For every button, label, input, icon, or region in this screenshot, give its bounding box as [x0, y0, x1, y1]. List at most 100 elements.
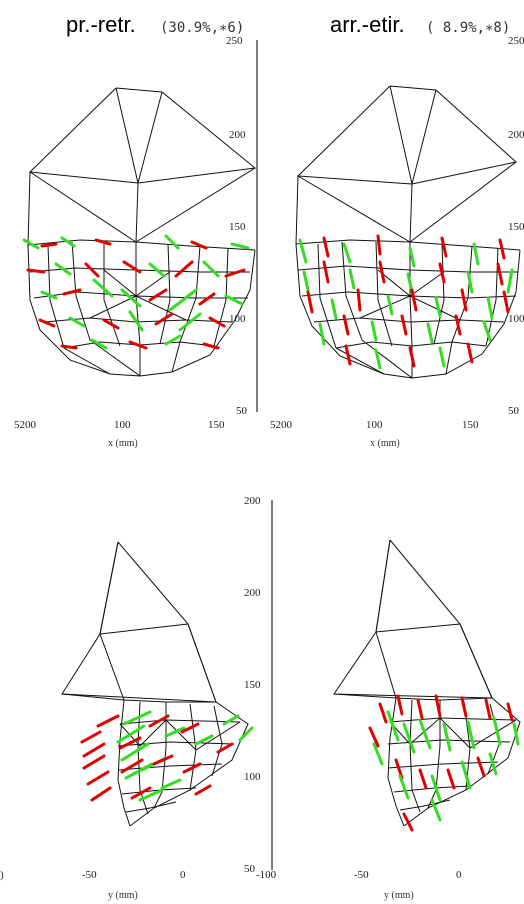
vector-red: [440, 236, 448, 258]
vector-green: [222, 714, 240, 726]
vector-green: [116, 724, 146, 744]
vector-green: [342, 242, 352, 264]
z-axis-bottom: 200 200 150 100 50: [244, 495, 273, 875]
tick-label-y-0-right: 0: [456, 869, 462, 881]
vector-red: [454, 314, 462, 336]
tick-label-z-200: 200: [229, 129, 246, 141]
vector-red: [368, 726, 380, 748]
vector-red: [460, 288, 468, 312]
x-axis-label-left: x (mm): [108, 438, 138, 449]
tick-label-y-neg50: -50: [82, 869, 97, 881]
vector-red: [396, 694, 404, 716]
vector-green: [164, 726, 186, 738]
x-axis-label-right: x (mm): [370, 438, 400, 449]
vector-green: [434, 296, 442, 318]
vector-red: [410, 288, 418, 312]
tick-label-z-150: 150: [229, 221, 246, 233]
vector-red: [322, 260, 330, 284]
vector-green: [60, 236, 76, 248]
title-right-stats: ( 8.9%,∗8): [426, 20, 510, 36]
vector-green: [68, 316, 86, 328]
vector-green: [238, 726, 254, 742]
tick-label-z-200-bottom: 200: [244, 587, 261, 599]
tick-label-z-250: 250: [226, 35, 243, 47]
tick-label-z-250-right: 250: [508, 35, 524, 47]
vector-red: [26, 268, 46, 274]
vector-green: [430, 774, 442, 802]
tick-label-x-100: 100: [114, 419, 131, 431]
vector-red: [416, 698, 424, 720]
vector-red: [182, 762, 202, 774]
vector-green: [54, 262, 72, 276]
vector-red: [152, 754, 174, 766]
vector-green: [402, 722, 416, 754]
tick-label-z-250-bottom: 200: [244, 495, 261, 507]
vector-red: [224, 268, 246, 278]
vector-green: [430, 798, 442, 822]
vector-green: [482, 320, 492, 342]
vector-red: [446, 768, 456, 790]
vector-red: [154, 312, 174, 326]
vector-green: [466, 270, 474, 294]
vector-green: [120, 742, 150, 762]
tick-label-y-neg50-right: -50: [354, 869, 369, 881]
vector-red: [128, 340, 148, 350]
tick-label-z-150-right: 150: [508, 221, 524, 233]
vector-red: [94, 238, 112, 246]
vectors-side-right: [368, 694, 520, 832]
vector-red: [194, 784, 212, 796]
vector-green: [506, 268, 514, 294]
vector-red: [148, 288, 168, 302]
vector-green: [472, 242, 480, 266]
vector-green: [122, 710, 152, 726]
vector-red: [506, 702, 514, 722]
mesh-side-right: [333, 539, 521, 827]
vector-red: [38, 318, 56, 328]
vector-red: [82, 754, 106, 770]
vector-red: [344, 344, 352, 366]
vector-green: [120, 288, 142, 308]
vector-red: [460, 696, 468, 718]
vector-green: [40, 290, 58, 300]
vector-green: [160, 778, 182, 790]
vector-red: [84, 262, 100, 278]
vector-red: [356, 288, 362, 312]
tick-label-clipped-left: 5200: [14, 419, 37, 431]
vector-green: [128, 310, 144, 332]
vector-green: [330, 298, 338, 320]
tick-label-x-150: 150: [208, 419, 225, 431]
vector-red: [82, 742, 106, 758]
vectors-side-left: [80, 710, 254, 802]
mesh-front-left: [27, 87, 257, 377]
vector-red: [96, 714, 120, 728]
vector-green: [386, 294, 394, 316]
vector-green: [148, 262, 166, 278]
z-axis-top-left: 250 200 150 100 50: [226, 35, 258, 417]
vector-red: [198, 292, 216, 306]
vector-green: [512, 722, 520, 746]
tick-label-z-50: 50: [236, 405, 248, 417]
vector-green: [492, 716, 502, 746]
title-left-stats: (30.9%,∗6): [160, 20, 244, 36]
vector-red: [378, 260, 386, 284]
tick-label-clipped-right: 5200: [270, 419, 293, 431]
x-axis-top-right: 5200 100 150 x (mm): [270, 419, 479, 449]
vector-green: [442, 722, 452, 752]
tick-label-z-50-bottom: 50: [244, 863, 256, 875]
vector-red: [402, 812, 414, 832]
vector-green: [398, 774, 410, 800]
y-axis-bottom-left: ) -50 0 -100 y (mm): [0, 869, 277, 901]
vector-red: [62, 288, 82, 296]
vector-red: [484, 698, 492, 720]
vector-red: [86, 770, 110, 786]
tick-label-y-0: 0: [180, 869, 186, 881]
vector-green: [386, 710, 400, 742]
tick-label-clipped-bottom-left: ): [0, 869, 4, 881]
vector-red: [418, 768, 428, 790]
vector-red: [40, 242, 58, 248]
z-axis-top-right: 250 200 150 100 50: [508, 35, 524, 417]
vector-green: [298, 238, 308, 264]
vector-green: [168, 288, 198, 312]
vector-green: [466, 720, 476, 750]
